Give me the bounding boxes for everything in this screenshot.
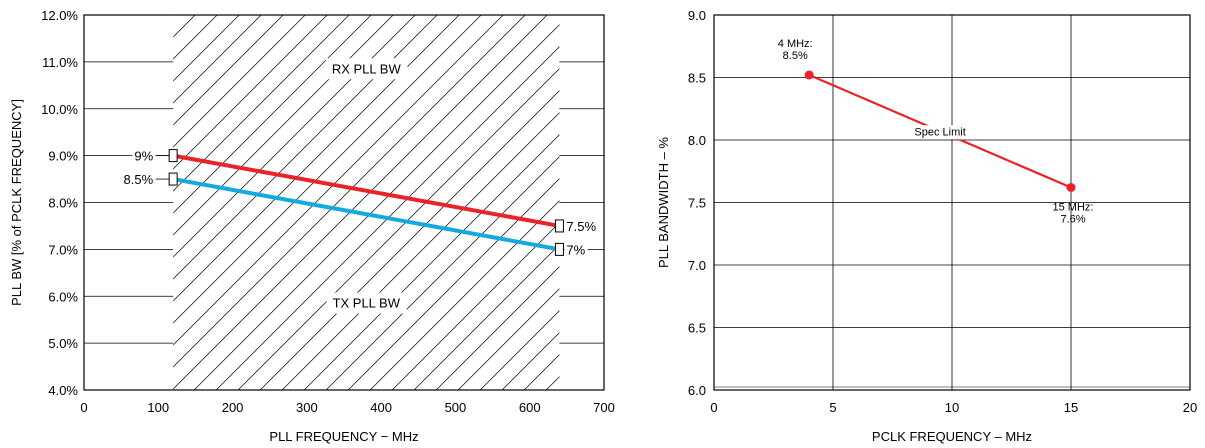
right-axis-ticks: 0 5 10 15 20 6.0 6.5 7.0 7.5 8.0 8.5 9.0 — [688, 8, 1197, 415]
right-x-tick-label: 20 — [1183, 400, 1197, 415]
hatch-line — [325, 156, 560, 390]
label-backdrop — [911, 125, 969, 140]
right-x-tick-label: 0 — [710, 400, 717, 415]
endpoint-label: 7% — [566, 242, 585, 257]
left-x-tick-label: 200 — [222, 400, 244, 415]
hatch-line — [347, 178, 560, 390]
label-backdrop — [564, 217, 599, 235]
left-x-tick-label: 400 — [370, 400, 392, 415]
tx-pll-bw-label: TX PLL BW — [333, 296, 401, 311]
right-chart: 0 5 10 15 20 6.0 6.5 7.0 7.5 8.0 8.5 9.0 4 MHz:8.5%… — [656, 8, 1197, 444]
right-plot-frame — [713, 14, 1191, 391]
hatch-line — [369, 200, 560, 390]
right-y-tick-label: 7.0 — [688, 258, 706, 273]
hatch-line — [259, 90, 560, 390]
hatch-line — [173, 15, 240, 82]
hatch-line — [173, 15, 284, 126]
label-backdrop — [132, 147, 156, 165]
left-x-tick-label: 100 — [147, 400, 169, 415]
hatch-line — [281, 112, 560, 390]
endpoint-marker — [168, 172, 178, 186]
hatch-line — [173, 15, 504, 346]
endpoint-label: 7.5% — [566, 219, 596, 234]
left-x-tick-label: 0 — [80, 400, 87, 415]
endpoint-label: 8.5% — [124, 172, 154, 187]
left-series-line — [172, 177, 560, 252]
left-x-tick-label: 300 — [296, 400, 318, 415]
left-y-tick-label: 5.0% — [48, 336, 78, 351]
left-series-line — [172, 153, 560, 228]
left-y-axis-label: PLL BW [% of PCLK FREQUENCY] — [9, 99, 24, 306]
left-axis-ticks: 0 100 200 300 400 500 600 700 4.0% 5.0% 6.0% 7.0% 8.… — [41, 8, 615, 415]
right-y-tick-label: 8.0 — [688, 133, 706, 148]
hatch-line — [457, 288, 560, 390]
left-chart: 0 100 200 300 400 500 600 700 4.0% 5.0% 6.0% 7.0% 8.… — [9, 8, 615, 444]
right-x-tick-label: 5 — [829, 400, 836, 415]
left-x-axis-label: PLL FREQUENCY − MHz — [269, 429, 418, 444]
right-x-tick-label: 10 — [945, 400, 959, 415]
left-hatched-region — [173, 15, 560, 390]
point-label: 8.5% — [783, 50, 808, 62]
data-point — [804, 70, 814, 80]
left-y-tick-label: 10.0% — [41, 102, 78, 117]
hatch-line — [303, 134, 560, 390]
hatch-line — [173, 15, 350, 192]
left-y-tick-label: 8.0% — [48, 196, 78, 211]
right-y-tick-label: 6.5 — [688, 321, 706, 336]
left-y-tick-label: 6.0% — [48, 289, 78, 304]
point-label: 7.6% — [1060, 214, 1085, 226]
label-backdrop — [326, 292, 407, 314]
hatch-line — [215, 46, 560, 390]
left-x-tick-label: 700 — [593, 400, 615, 415]
left-y-tick-label: 11.0% — [42, 55, 78, 70]
point-label: 4 MHz: — [778, 38, 813, 50]
right-y-tick-label: 6.0 — [688, 383, 706, 398]
hatch-line — [413, 244, 560, 390]
hatch-line — [173, 15, 548, 390]
hatch-line — [479, 310, 560, 390]
label-backdrop — [121, 171, 156, 189]
left-y-tick-label: 9.0% — [48, 149, 78, 164]
left-y-tick-label: 12.0% — [41, 8, 78, 23]
hatch-line — [173, 15, 526, 368]
right-y-tick-label: 7.5 — [688, 196, 706, 211]
left-y-tick-label: 7.0% — [48, 242, 78, 257]
right-y-axis-label: PLL BANDWIDTH – % — [656, 137, 671, 268]
hatch-line — [391, 222, 560, 390]
right-y-tick-label: 9.0 — [688, 8, 706, 23]
endpoint-label: 9% — [134, 149, 153, 164]
spec-limit-label: Spec Limit — [914, 126, 965, 138]
left-y-tick-label: 4.0% — [48, 383, 78, 398]
endpoint-marker — [554, 242, 564, 256]
hatch-line — [173, 15, 372, 214]
hatch-line — [193, 24, 560, 390]
hatch-line — [173, 15, 306, 148]
hatch-line — [435, 266, 560, 390]
point-label: 15 MHz: — [1053, 202, 1094, 214]
left-x-tick-label: 500 — [445, 400, 467, 415]
hatch-line — [173, 15, 328, 170]
endpoint-marker — [168, 149, 178, 163]
right-point-labels: 4 MHz:8.5% 15 MHz:7.6% Spec Limit — [778, 38, 1094, 226]
left-series-lines: 9% 7.5% 8.5% 7% — [121, 147, 599, 259]
left-x-tick-label: 600 — [519, 400, 541, 415]
label-backdrop — [325, 58, 408, 80]
endpoint-marker — [554, 219, 564, 233]
right-y-tick-label: 8.5 — [688, 71, 706, 86]
right-x-tick-label: 15 — [1064, 400, 1078, 415]
left-plot-frame — [83, 14, 605, 391]
label-backdrop — [564, 241, 588, 259]
right-gridlines — [714, 15, 1190, 390]
data-point — [1066, 183, 1076, 192]
hatch-line — [173, 15, 262, 104]
right-x-axis-label: PCLK FREQUENCY – MHz — [872, 429, 1032, 444]
rx-pll-bw-label: RX PLL BW — [332, 61, 402, 76]
